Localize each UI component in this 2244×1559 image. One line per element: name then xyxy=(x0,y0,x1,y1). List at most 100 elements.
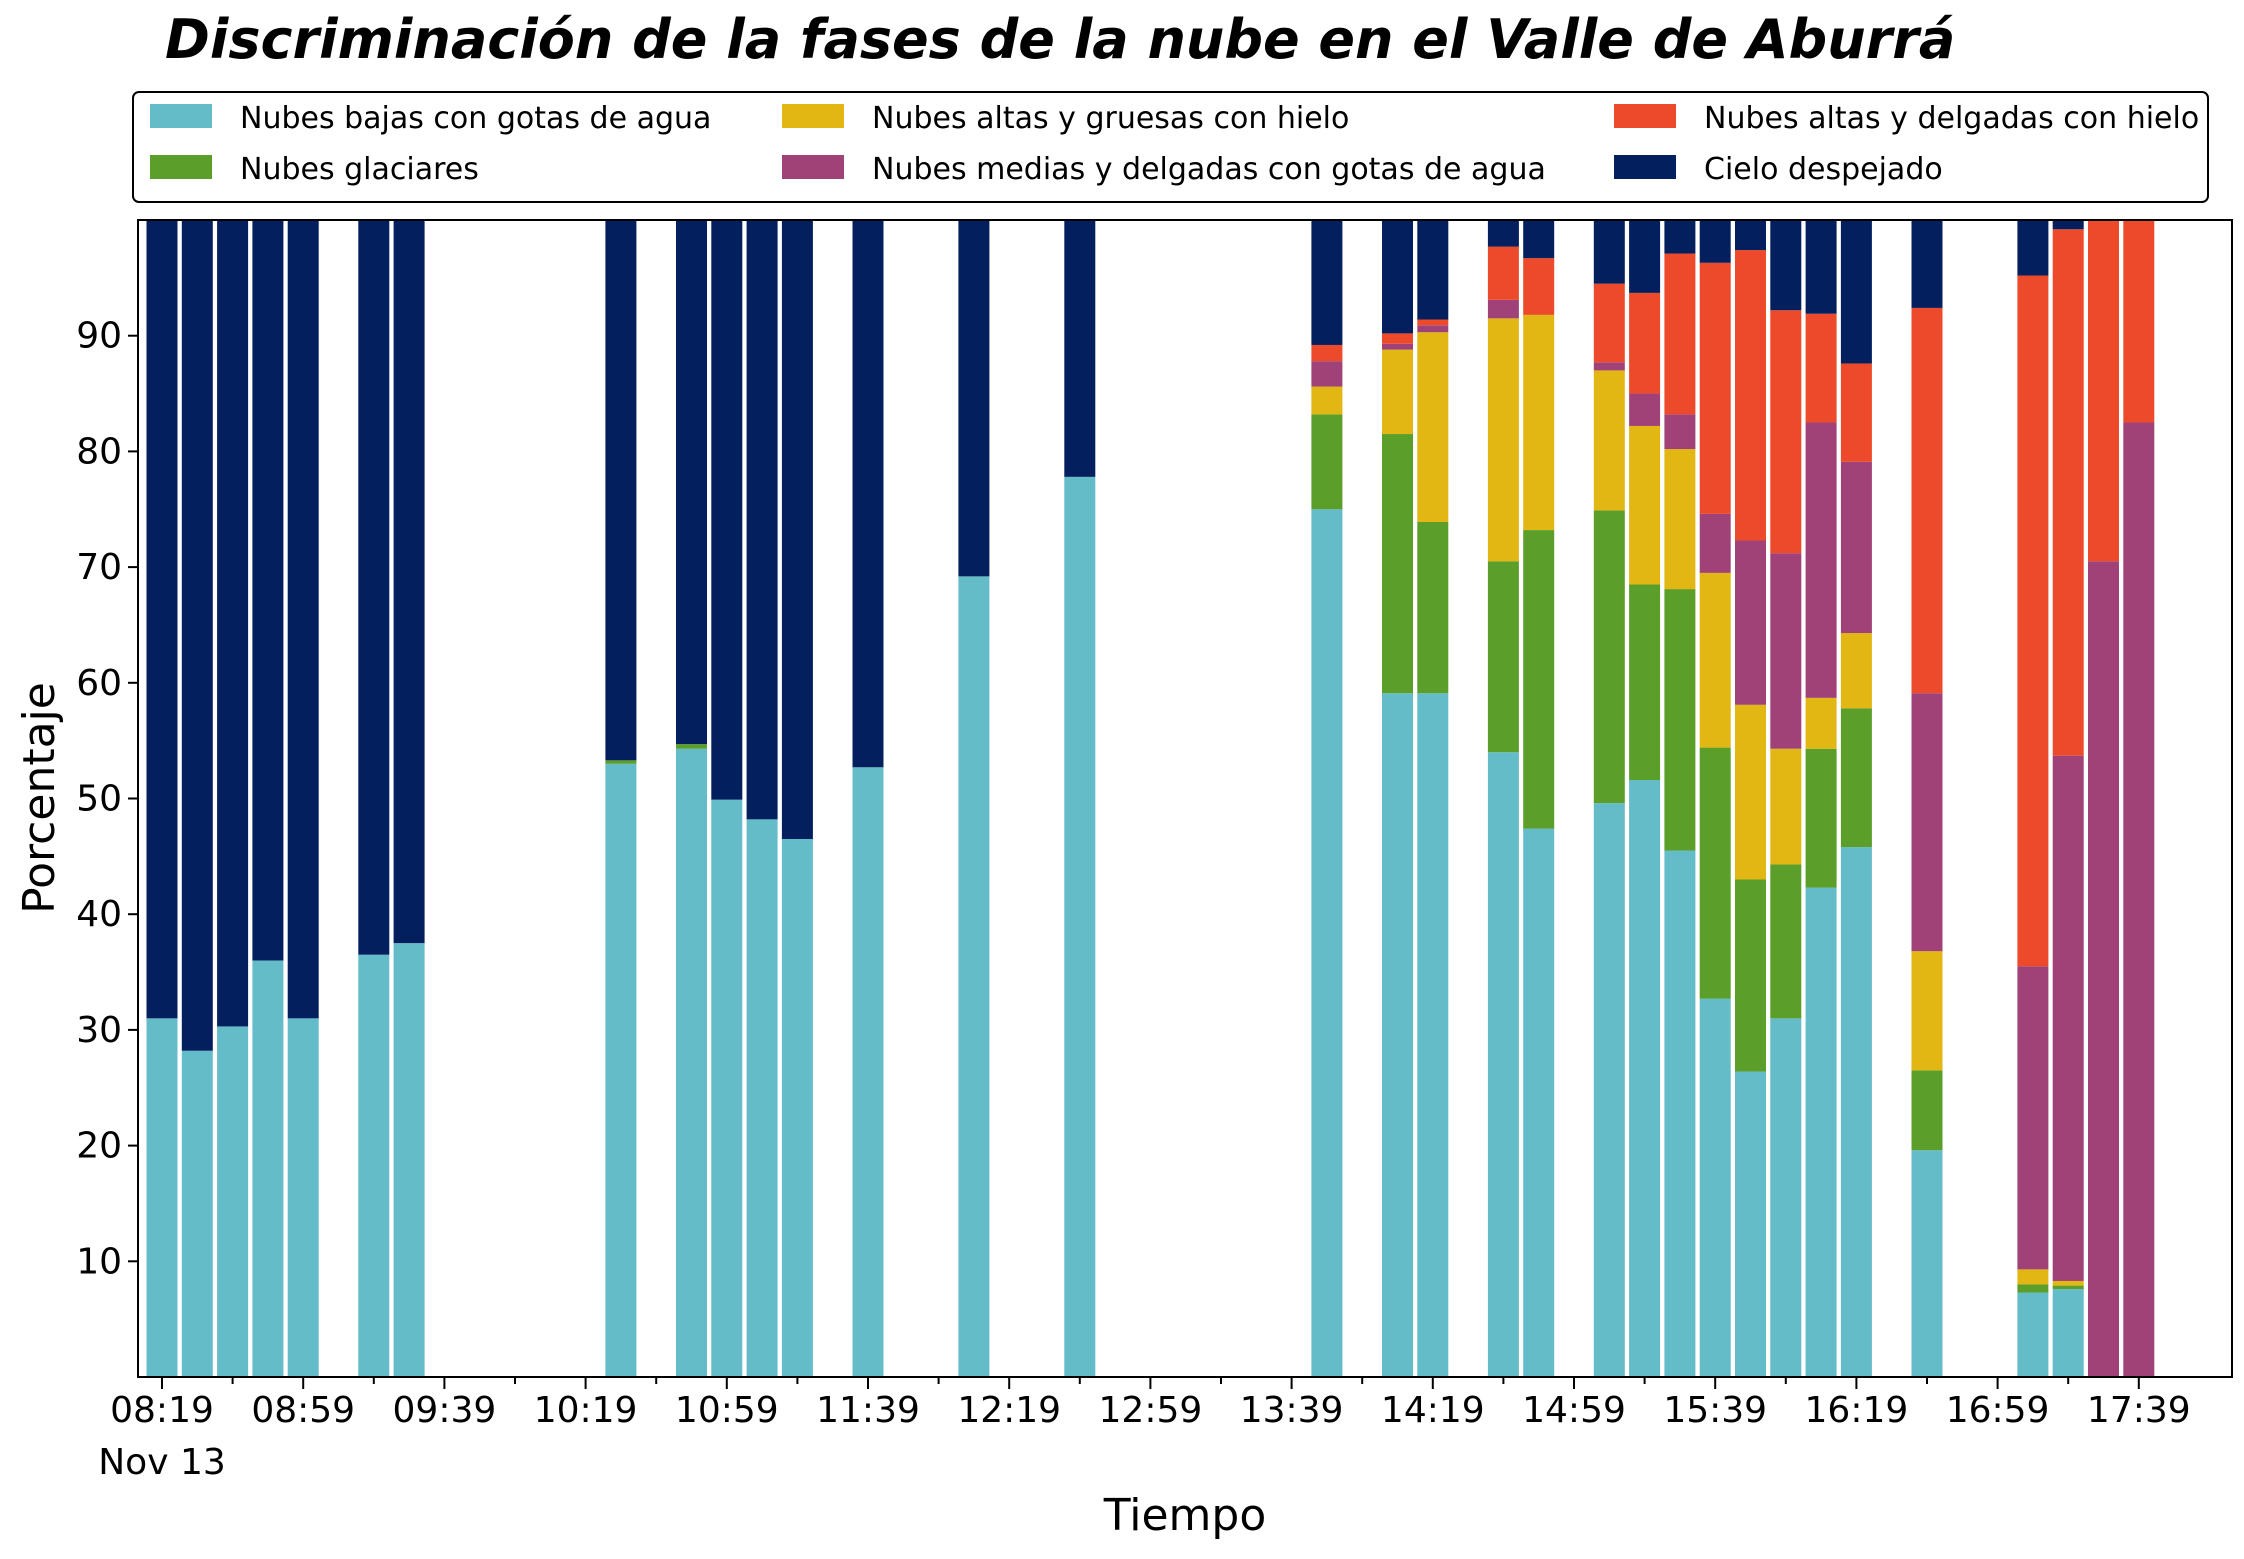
bar-segment xyxy=(1840,363,1872,462)
bar-segment xyxy=(1911,1070,1943,1151)
x-tick-label: 08:19 xyxy=(110,1390,214,1431)
bar-segment xyxy=(1770,748,1802,865)
bar-segment xyxy=(852,767,884,1377)
x-tick-label: 16:59 xyxy=(1946,1390,2050,1431)
bar-segment xyxy=(1770,1018,1802,1377)
bar-segment xyxy=(958,576,990,1377)
bar-segment xyxy=(1064,476,1096,1378)
bar-segment xyxy=(1735,540,1766,705)
bar-segment xyxy=(1664,414,1696,450)
bar-segment xyxy=(1664,253,1696,415)
bar-segment xyxy=(1487,220,1519,247)
x-tick-label: 15:39 xyxy=(1663,1390,1767,1431)
bar-segment xyxy=(1805,422,1837,698)
bar-segment xyxy=(1382,349,1413,435)
bar-segment xyxy=(1735,1071,1766,1377)
bar-segment xyxy=(252,960,284,1377)
bar-segment xyxy=(1487,246,1519,300)
legend-label: Cielo despejado xyxy=(1704,152,1943,187)
bar-segment xyxy=(2017,1284,2049,1293)
bar-segment xyxy=(1593,510,1625,804)
bar-segment xyxy=(676,744,707,749)
bar-segment xyxy=(1417,319,1449,326)
bar-segment xyxy=(393,220,425,944)
bar-segment xyxy=(1417,693,1449,1377)
y-tick-label: 70 xyxy=(76,547,122,588)
bar-segment xyxy=(1840,461,1872,634)
bar-segment xyxy=(2088,220,2119,562)
x-tick-label: 14:19 xyxy=(1381,1390,1485,1431)
legend-label: Nubes glaciares xyxy=(240,152,479,187)
bar-segment xyxy=(1487,318,1519,562)
legend-swatch xyxy=(782,155,844,179)
bar-segment xyxy=(1911,220,1943,308)
bar-segment xyxy=(2017,275,2049,967)
bar-segment xyxy=(1523,314,1555,531)
bar-segment xyxy=(1699,220,1731,263)
bar-segment xyxy=(1629,779,1661,1377)
bar-segment xyxy=(1840,708,1872,848)
bar-segment xyxy=(1311,509,1343,1377)
bar-segment xyxy=(252,220,284,961)
x-tick-label: 13:39 xyxy=(1240,1390,1344,1431)
x-tick-label: 12:19 xyxy=(957,1390,1061,1431)
bar-segment xyxy=(2052,1289,2084,1377)
bar-segment xyxy=(2017,1269,2049,1285)
y-tick-label: 50 xyxy=(76,779,122,820)
x-tick-label: 14:59 xyxy=(1522,1390,1626,1431)
bar-segment xyxy=(605,220,637,761)
bar-segment xyxy=(746,819,778,1377)
chart-title: Discriminación de la fases de la nube en… xyxy=(165,8,1955,71)
legend-frame xyxy=(132,91,2209,203)
bar-segment xyxy=(781,220,813,839)
bar-segment xyxy=(1770,220,1802,311)
bar-segment xyxy=(1664,589,1696,851)
bar-segment xyxy=(2052,220,2084,230)
legend-swatch xyxy=(150,104,212,128)
y-tick-label: 40 xyxy=(76,894,122,935)
bar-segment xyxy=(1487,561,1519,753)
bar-segment xyxy=(1664,220,1696,254)
x-axis: 08:19 08:59 09:39 10:19 10:59 11:39 12:19 12:59… xyxy=(110,1377,2191,1431)
bar-segment xyxy=(1840,633,1872,709)
bar-segment xyxy=(1770,864,1802,1019)
bar-segment xyxy=(1664,449,1696,590)
legend: Nubes bajas con gotas de agua Nubes altas… xyxy=(132,91,2209,203)
bar-segment xyxy=(1629,220,1661,293)
legend-swatch xyxy=(1614,104,1676,128)
bar-segment xyxy=(605,760,637,764)
bar-segment xyxy=(1805,313,1837,423)
x-tick-label: 10:19 xyxy=(534,1390,638,1431)
bar-segment xyxy=(1911,307,1943,694)
bar-segment xyxy=(1699,998,1731,1377)
bar-segment xyxy=(1417,332,1449,522)
y-tick-label: 30 xyxy=(76,1010,122,1051)
bar-segment xyxy=(1770,310,1802,554)
bar-segment xyxy=(1523,220,1555,259)
x-tick-label: 17:39 xyxy=(2087,1390,2191,1431)
bar-segment xyxy=(1417,521,1449,694)
legend-swatch xyxy=(782,104,844,128)
bar-segment xyxy=(1523,828,1555,1377)
bar-segment xyxy=(781,839,813,1377)
bar-segment xyxy=(1417,325,1449,333)
bar-segment xyxy=(1593,370,1625,511)
bar-segment xyxy=(1735,879,1766,1072)
y-tick-label: 80 xyxy=(76,431,122,472)
bar-segment xyxy=(711,220,743,800)
bar-segment xyxy=(217,220,249,1027)
bar-segment xyxy=(146,1018,178,1377)
bars-group xyxy=(146,220,2155,1378)
bar-segment xyxy=(1840,220,1872,364)
y-axis: 10 20 30 40 50 60 70 80 90 xyxy=(76,316,138,1282)
bar-segment xyxy=(1911,951,1943,1071)
legend-swatch xyxy=(1614,155,1676,179)
x-tick-label: 10:59 xyxy=(675,1390,779,1431)
y-tick-label: 90 xyxy=(76,316,122,357)
bar-segment xyxy=(1699,747,1731,999)
bar-segment xyxy=(2017,220,2049,276)
bar-segment xyxy=(676,748,707,1377)
bar-segment xyxy=(676,220,707,745)
bar-segment xyxy=(2052,1285,2084,1290)
bar-segment xyxy=(146,220,178,1019)
